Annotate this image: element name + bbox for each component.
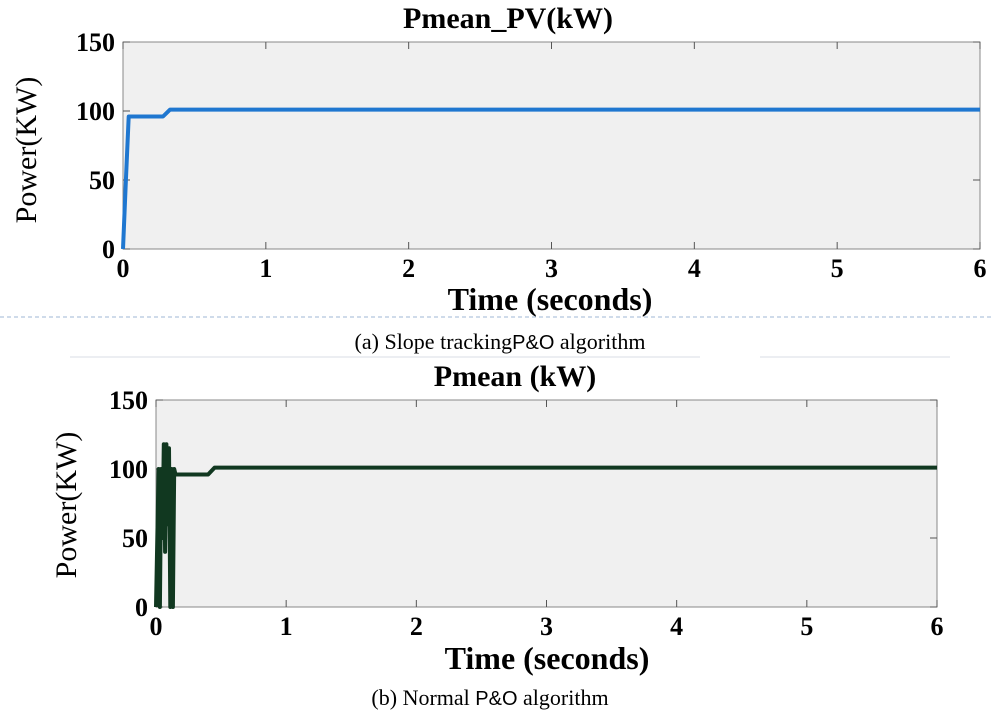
series-group <box>154 442 937 609</box>
x-tick-label: 3 <box>545 254 558 283</box>
x-tick-label: 6 <box>931 612 944 641</box>
chart-title: Pmean_PV(kW) <box>403 2 613 35</box>
y-tick-label: 50 <box>122 524 148 553</box>
caption: (b) Normal P&O algorithm <box>371 685 608 710</box>
tick-group: 0 1 2 3 4 5 6 0 50 100 150 <box>76 28 987 283</box>
caption-method: P&O <box>512 332 554 354</box>
x-tick-label: 0 <box>150 612 163 641</box>
x-tick-label: 2 <box>402 254 415 283</box>
x-tick-label: 1 <box>259 254 272 283</box>
caption-method: P&O <box>475 688 517 710</box>
x-tick-label: 4 <box>670 612 683 641</box>
chart-title: Pmean (kW) <box>434 360 596 393</box>
series-line <box>121 107 980 250</box>
y-tick-label: 100 <box>109 455 148 484</box>
plot-area <box>155 399 938 608</box>
x-tick-label: 1 <box>280 612 293 641</box>
x-tick-label: 3 <box>540 612 553 641</box>
y-tick-label: 0 <box>102 235 115 264</box>
y-tick-label: 150 <box>76 28 115 57</box>
tick-group: 0 1 2 3 4 5 6 0 50 100 150 <box>109 386 944 641</box>
x-tick-label: 0 <box>117 254 130 283</box>
caption-prefix: (b) Normal <box>371 685 475 710</box>
x-tick-label: 2 <box>410 612 423 641</box>
chart-b: Pmean (kW) Time (seconds) Power(KW) 0 1 2 3… <box>50 360 944 710</box>
y-tick-label: 0 <box>135 593 148 622</box>
x-tick-label: 5 <box>800 612 813 641</box>
series-group <box>121 107 980 250</box>
y-tick-label: 150 <box>109 386 148 415</box>
caption-prefix: (a) Slope tracking <box>355 329 513 354</box>
y-tick-label: 100 <box>76 97 115 126</box>
caption-end: algorithm <box>518 685 609 710</box>
chart-a: Pmean_PV(kW) Time (seconds) Power(KW) 0 1… <box>10 2 987 354</box>
caption: (a) Slope trackingP&O algorithm <box>355 329 646 354</box>
x-tick-label: 4 <box>688 254 701 283</box>
x-tick-label: 6 <box>974 254 987 283</box>
y-tick-label: 50 <box>89 166 115 195</box>
series-line <box>154 442 937 609</box>
caption-end: algorithm <box>554 329 645 354</box>
x-axis-label: Time (seconds) <box>448 281 653 317</box>
plot-area <box>122 41 981 250</box>
y-axis-label: Power(KW) <box>50 432 83 579</box>
y-axis-label: Power(KW) <box>10 77 43 224</box>
x-axis-label: Time (seconds) <box>445 640 650 676</box>
x-tick-label: 5 <box>831 254 844 283</box>
